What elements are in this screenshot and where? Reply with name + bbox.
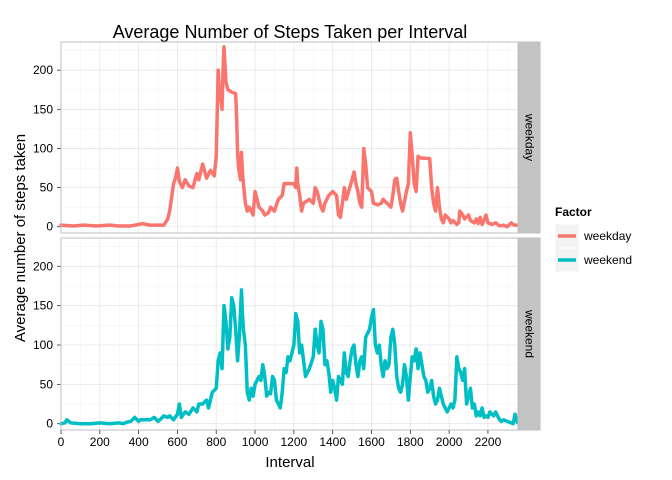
- panel-weekend: 0 50 100 150 200 weekend: [33, 237, 541, 431]
- x-axis: 0 200 400 600 800 1000 1200 1400 1600 1800 2000 220…: [58, 430, 502, 449]
- legend-title: Factor: [555, 205, 592, 219]
- y-tick-label: 150: [33, 102, 53, 116]
- legend: Factor weekday weekend: [554, 205, 632, 273]
- facet-strip: [518, 237, 541, 431]
- series-line-weekend: [59, 288, 520, 426]
- series-line-weekday: [59, 44, 520, 229]
- panel-weekday: 0 50 100 150 200 weekday: [33, 41, 541, 234]
- x-tick-label: 1000: [242, 435, 269, 449]
- y-axis-title: Average number of steps taken: [12, 134, 29, 342]
- x-tick-label: 600: [167, 435, 187, 449]
- y-tick-label: 150: [33, 299, 53, 313]
- x-tick-label: 1800: [397, 435, 424, 449]
- chart-title: Average Number of Steps Taken per Interv…: [113, 22, 468, 42]
- x-tick-label: 400: [129, 435, 149, 449]
- panel-background: [61, 42, 518, 233]
- y-tick-label: 0: [46, 417, 53, 431]
- y-tick-label: 100: [33, 338, 53, 352]
- y-tick-label: 0: [46, 220, 53, 234]
- facet-strip-label: weekday: [523, 113, 537, 161]
- facet-strip: [518, 41, 541, 234]
- y-tick-label: 200: [33, 259, 53, 273]
- x-axis-title: Interval: [265, 454, 314, 471]
- x-tick-label: 1200: [281, 435, 308, 449]
- y-tick-label: 200: [33, 63, 53, 77]
- panel-border: [60, 237, 519, 431]
- x-tick-label: 800: [206, 435, 226, 449]
- legend-label-weekend: weekend: [583, 253, 632, 267]
- x-tick-label: 2200: [475, 435, 502, 449]
- y-tick-label: 100: [33, 141, 53, 155]
- x-tick-label: 0: [58, 435, 65, 449]
- x-tick-label: 2000: [436, 435, 463, 449]
- panel-border: [60, 41, 519, 234]
- x-tick-label: 200: [90, 435, 110, 449]
- x-tick-label: 1600: [358, 435, 385, 449]
- legend-label-weekday: weekday: [583, 229, 631, 243]
- y-tick-label: 50: [40, 181, 54, 195]
- facet-strip-label: weekend: [523, 309, 537, 358]
- x-tick-label: 1400: [319, 435, 346, 449]
- y-tick-label: 50: [40, 377, 54, 391]
